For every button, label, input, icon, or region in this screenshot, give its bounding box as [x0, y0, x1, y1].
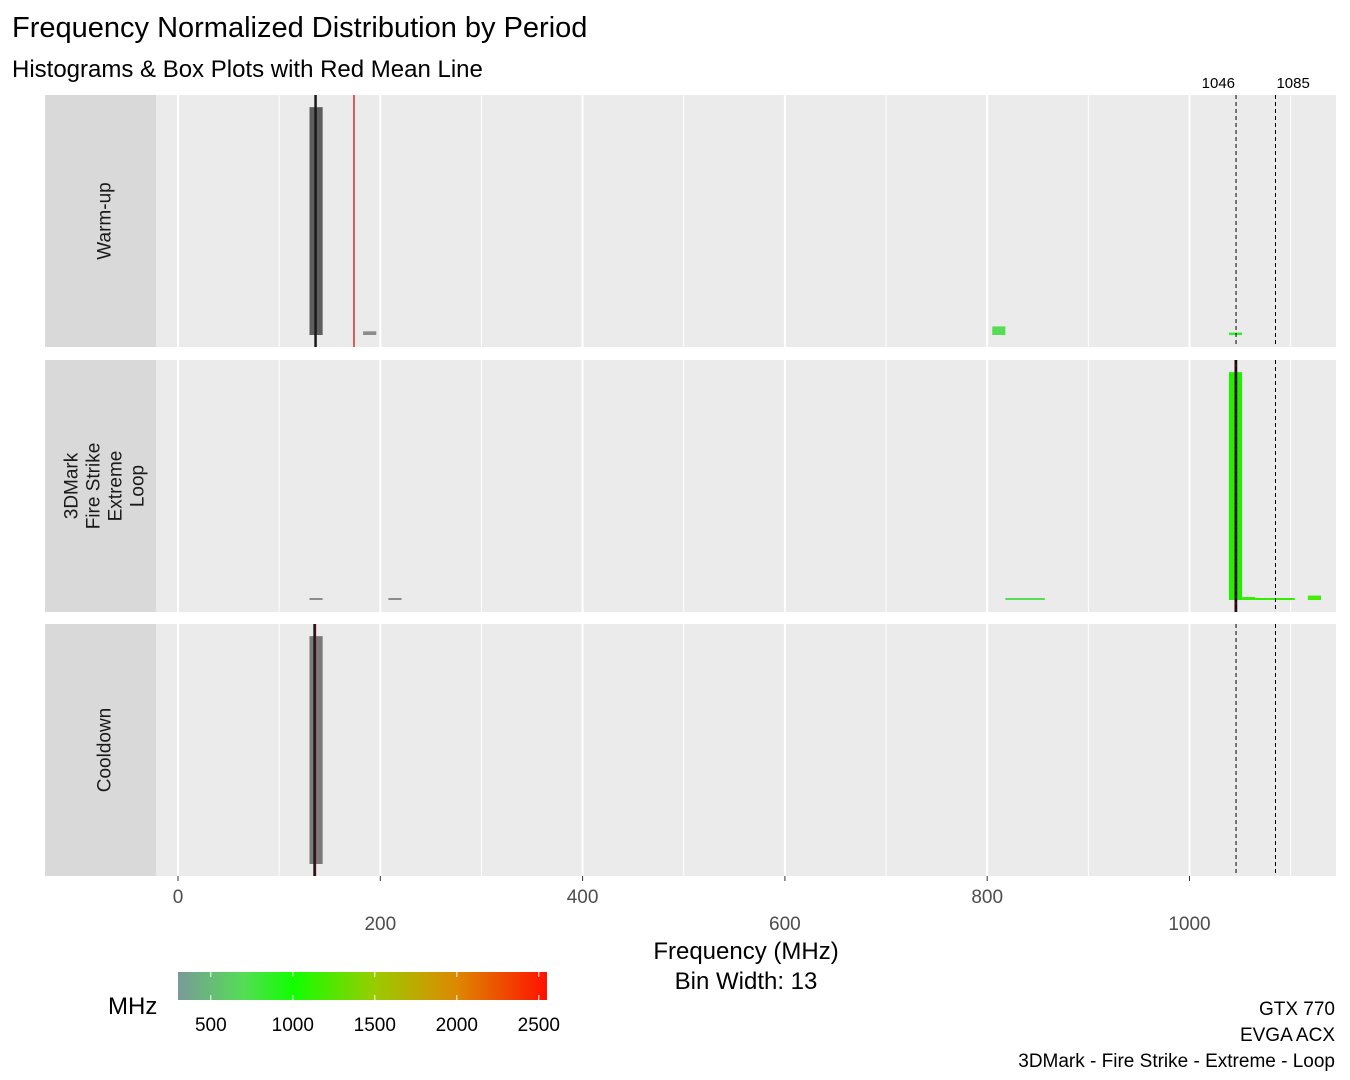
- facet-panel: 3DMarkFire StrikeExtremeLoop: [45, 360, 1336, 612]
- x-tick-label: 600: [769, 914, 801, 935]
- histogram-bar: [1268, 598, 1282, 600]
- histogram-bar: [1281, 598, 1295, 600]
- legend-title: MHz: [108, 993, 157, 1020]
- chart-title: Frequency Normalized Distribution by Per…: [12, 12, 587, 44]
- facet-label-line: Loop: [128, 465, 149, 507]
- legend-tick-label: 1000: [272, 1015, 314, 1036]
- histogram-bar: [1255, 598, 1269, 600]
- facet-label-line: Warm-up: [95, 182, 116, 259]
- facet-label: 3DMarkFire StrikeExtremeLoop: [62, 443, 149, 530]
- legend-tick-label: 500: [195, 1015, 227, 1036]
- reference-line-label: 1046: [1202, 75, 1235, 92]
- caption-line: EVGA ACX: [1240, 1025, 1335, 1046]
- histogram-bar: [1242, 597, 1256, 600]
- histogram-bar: [309, 598, 323, 600]
- facet-label-line: Extreme: [106, 451, 127, 522]
- facet-strip: [45, 624, 156, 876]
- caption: GTX 770 EVGA ACX 3DMark - Fire Strike - Ex…: [1018, 999, 1335, 1072]
- legend-colorbar: [178, 972, 547, 1000]
- histogram-bar: [388, 598, 402, 600]
- histogram-bar: [1005, 598, 1045, 600]
- x-axis-subtitle: Bin Width: 13: [675, 968, 818, 995]
- histogram-bar: [992, 326, 1006, 335]
- x-tick-label: 1000: [1168, 914, 1210, 935]
- facet-strip: [45, 360, 156, 612]
- histogram-bar: [363, 331, 377, 335]
- facet-strip: [45, 95, 156, 347]
- chart-subtitle: Histograms & Box Plots with Red Mean Lin…: [12, 56, 483, 83]
- histogram-bar: [1228, 332, 1243, 335]
- x-axis: 0 200 400 600 800 1000: [173, 876, 1211, 935]
- panel-background: [45, 624, 1336, 876]
- caption-line: GTX 770: [1259, 999, 1335, 1020]
- facet-label: Warm-up: [95, 182, 116, 259]
- legend-tick-label: 1500: [354, 1015, 396, 1036]
- legend-tick-label: 2500: [518, 1015, 560, 1036]
- color-legend: MHz 500 1000 1500 2000 2500: [108, 972, 560, 1036]
- panel-background: [45, 360, 1336, 612]
- caption-line: 3DMark - Fire Strike - Extreme - Loop: [1018, 1051, 1335, 1072]
- x-tick-label: 0: [173, 887, 184, 908]
- facet-label-line: Cooldown: [95, 708, 116, 793]
- x-tick-label: 200: [364, 914, 396, 935]
- facet-label-line: 3DMark: [62, 452, 83, 519]
- facet-panels: Warm-up 3DMarkFire StrikeExtremeLoop Coold…: [45, 75, 1336, 876]
- x-tick-label: 800: [971, 887, 1003, 908]
- facet-panel: Cooldown: [45, 624, 1336, 876]
- x-tick-label: 400: [567, 887, 599, 908]
- reference-line-label: 1085: [1276, 75, 1309, 92]
- facet-label-line: Fire Strike: [84, 443, 105, 530]
- facet-panel: Warm-up: [45, 95, 1336, 347]
- facet-label: Cooldown: [95, 708, 116, 793]
- legend-tick-label: 2000: [436, 1015, 478, 1036]
- x-axis-title: Frequency (MHz): [653, 938, 838, 965]
- histogram-bar: [1307, 595, 1321, 600]
- panel-background: [45, 95, 1336, 347]
